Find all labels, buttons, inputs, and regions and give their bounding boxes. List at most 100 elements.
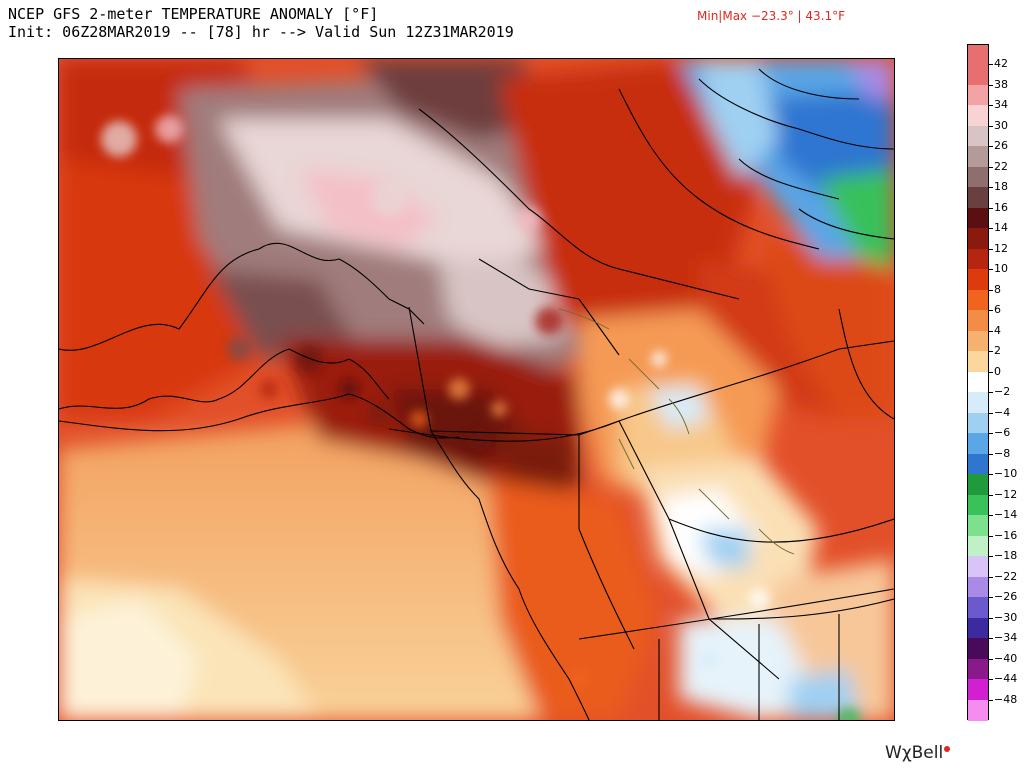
colorbar-step (968, 248, 988, 271)
colorbar-label: 18 (994, 180, 1008, 194)
colorbar-step (968, 638, 988, 660)
colorbar-label: 10 (994, 262, 1008, 276)
colorbar-step (968, 45, 988, 66)
colorbar-tick (988, 638, 993, 640)
colorbar-label: 30 (994, 118, 1008, 132)
colorbar-label: −2 (994, 385, 1011, 399)
colorbar-tick (988, 679, 993, 681)
minmax-readout: Min|Max −23.3° | 43.1°F (697, 9, 846, 23)
colorbar-label: −26 (994, 590, 1018, 604)
colorbar-tick (988, 105, 993, 107)
colorbar-label: −18 (994, 549, 1018, 563)
colorbar-step (968, 207, 988, 230)
map-title: NCEP GFS 2-meter TEMPERATURE ANOMALY [°F… (8, 5, 514, 41)
colorbar-step (968, 351, 988, 373)
colorbar-step (968, 371, 988, 394)
colorbar-tick (988, 84, 993, 86)
colorbar-step (968, 453, 988, 476)
map-canvas (59, 59, 894, 720)
colorbar-label: 38 (994, 77, 1008, 91)
colorbar-step (968, 64, 988, 86)
colorbar-tick (988, 699, 993, 701)
colorbar-step (968, 310, 988, 332)
colorbar-label: 8 (994, 282, 1001, 296)
title-line-2: Init: 06Z28MAR2019 -- [78] hr --> Valid … (8, 23, 514, 41)
colorbar-step (968, 166, 988, 189)
colorbar-tick (988, 556, 993, 558)
logo-dot-icon (944, 746, 951, 752)
colorbar-step (968, 125, 988, 148)
field-detail (101, 115, 861, 720)
colorbar-tick (988, 597, 993, 599)
colorbar-step (968, 289, 988, 312)
colorbar-step (968, 146, 988, 168)
colorbar-tick (988, 166, 993, 168)
colorbar-step (968, 494, 988, 517)
colorbar-step (968, 617, 988, 640)
lakes (558, 308, 795, 555)
colorbar-tick (988, 392, 993, 394)
colorbar-label: −40 (994, 651, 1018, 665)
colorbar-label: 22 (994, 159, 1008, 173)
colorbar-label: 0 (994, 364, 1001, 378)
colorbar-step (968, 699, 988, 721)
colorbar-step (968, 597, 988, 619)
colorbar-label: 14 (994, 221, 1008, 235)
colorbar-step (968, 679, 988, 701)
colorbar-tick (988, 289, 993, 291)
colorbar-tick (988, 187, 993, 189)
colorbar-tick (988, 371, 993, 373)
colorbar-label: 4 (994, 323, 1001, 337)
colorbar-tick (988, 330, 993, 332)
colorbar-step (968, 412, 988, 435)
colorbar-label: −6 (994, 426, 1011, 440)
colorbar-label: −8 (994, 446, 1011, 460)
colorbar-label: −44 (994, 672, 1018, 686)
colorbar-tick (988, 146, 993, 148)
wxbell-logo: WχBell (885, 743, 951, 763)
colorbar-tick (988, 617, 993, 619)
colorbar-tick (988, 310, 993, 312)
colorbar-label: −34 (994, 631, 1018, 645)
colorbar-step (968, 269, 988, 291)
colorbar-step (968, 330, 988, 353)
colorbar-label: 12 (994, 241, 1008, 255)
title-line-1: NCEP GFS 2-meter TEMPERATURE ANOMALY [°F… (8, 5, 379, 23)
colorbar-label: −4 (994, 405, 1011, 419)
colorbar-tick (988, 228, 993, 230)
colorbar-tick (988, 576, 993, 578)
colorbar-label: 42 (994, 57, 1008, 71)
colorbar-label: −48 (994, 692, 1018, 706)
colorbar-label: −10 (994, 467, 1018, 481)
colorbar-step (968, 515, 988, 537)
colorbar-label: −14 (994, 508, 1018, 522)
colorbar-step (968, 105, 988, 127)
colorbar-tick (988, 658, 993, 660)
colorbar-step (968, 433, 988, 455)
colorbar-tick (988, 207, 993, 209)
colorbar-tick (988, 125, 993, 127)
colorbar-label: 16 (994, 200, 1008, 214)
colorbar-tick (988, 474, 993, 476)
colorbar-tick (988, 453, 993, 455)
colorbar-step (968, 228, 988, 250)
colorbar-step (968, 474, 988, 496)
logo-chi: χ (901, 743, 912, 763)
map-boundaries (59, 68, 894, 720)
colorbar-step (968, 658, 988, 681)
anomaly-map (58, 58, 895, 721)
colorbar-step (968, 576, 988, 599)
colorbar-label: −16 (994, 528, 1018, 542)
colorbar-label: −12 (994, 487, 1018, 501)
colorbar-tick (988, 535, 993, 537)
colorbar-tick (988, 433, 993, 435)
colorbar-label: 26 (994, 139, 1008, 153)
colorbar-label: 6 (994, 303, 1001, 317)
colorbar-tick (988, 269, 993, 271)
colorbar-label: 34 (994, 98, 1008, 112)
colorbar-label: −22 (994, 569, 1018, 583)
colorbar-label: 2 (994, 344, 1001, 358)
colorbar-label: −30 (994, 610, 1018, 624)
colorbar-step (968, 84, 988, 107)
colorbar-step (968, 392, 988, 414)
